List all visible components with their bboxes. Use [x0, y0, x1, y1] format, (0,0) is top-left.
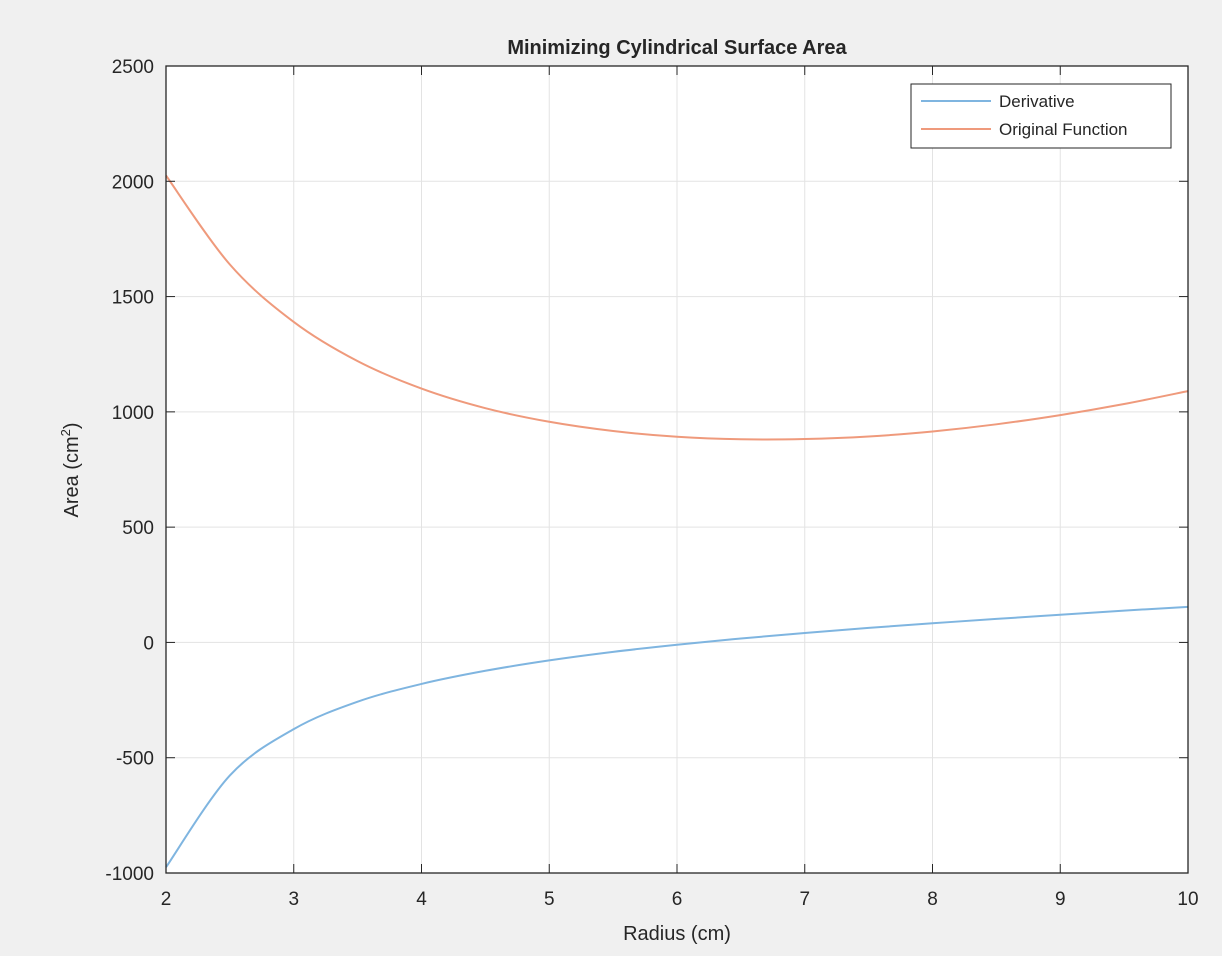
y-axis-label: Area (cm2)	[58, 422, 83, 517]
x-tick-label: 5	[544, 889, 555, 910]
legend-label-original-function: Original Function	[999, 120, 1128, 139]
legend-box	[910, 83, 1172, 149]
x-axis-label: Radius (cm)	[623, 923, 731, 945]
legend-label-derivative: Derivative	[999, 92, 1075, 111]
x-tick-label: 2	[161, 889, 172, 910]
y-tick-label: -500	[116, 749, 154, 770]
series-line-original-function	[165, 174, 1189, 441]
y-tick-label: 2000	[112, 172, 154, 193]
y-tick-labels: -1000 -500 0 500 1000 1500 2000 2500	[105, 57, 154, 885]
x-tick-label: 9	[1055, 889, 1066, 910]
x-tick-label: 4	[416, 889, 427, 910]
x-tick-label: 8	[927, 889, 938, 910]
series-lines	[165, 174, 1189, 868]
legend: Derivative Original Function	[910, 83, 1172, 149]
x-tick-label: 10	[1177, 889, 1198, 910]
x-tick-labels: 2 3 4 5 6 7 8 9 10	[161, 889, 1199, 910]
y-axis-label-superscript: 2	[58, 429, 73, 436]
y-tick-label: 0	[143, 633, 154, 654]
x-tick-label: 3	[288, 889, 299, 910]
y-axis-label-close: )	[61, 422, 83, 429]
x-tick-label: 6	[672, 889, 683, 910]
y-tick-label: 2500	[112, 57, 154, 78]
y-tick-label: 500	[122, 518, 154, 539]
y-tick-label: -1000	[105, 864, 154, 885]
y-tick-label: 1000	[112, 403, 154, 424]
y-tick-label: 1500	[112, 288, 154, 309]
tick-marks	[165, 65, 1189, 874]
series-line-derivative	[165, 605, 1189, 868]
y-axis-label-main: Area (cm	[61, 436, 83, 517]
chart-title: Minimizing Cylindrical Surface Area	[507, 37, 847, 59]
x-tick-label: 7	[799, 889, 810, 910]
